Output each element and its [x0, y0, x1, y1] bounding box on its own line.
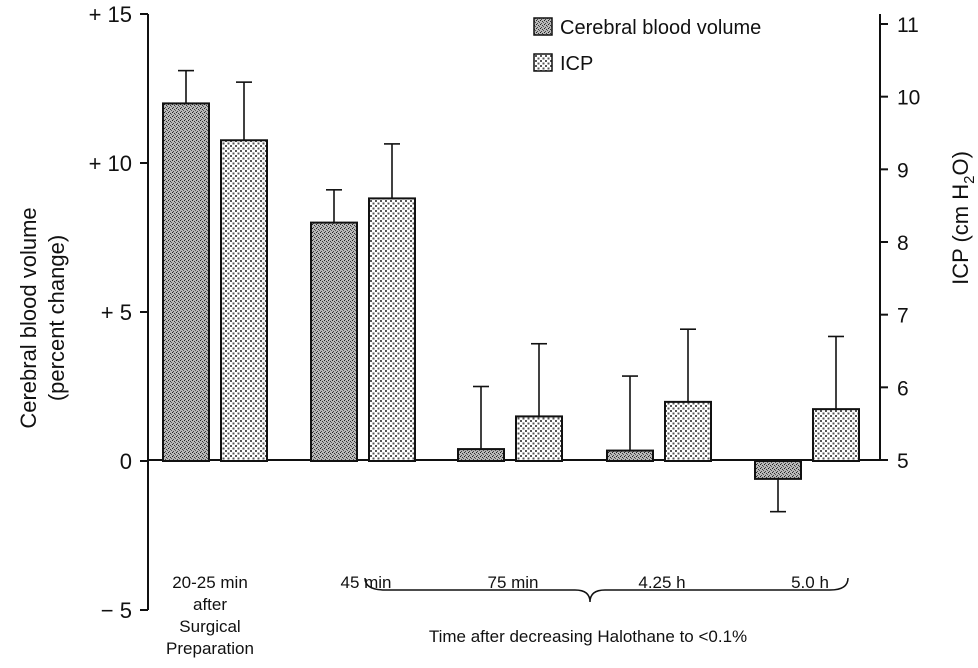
category-label: Preparation: [166, 639, 254, 658]
group-caption: Time after decreasing Halothane to <0.1%: [429, 627, 747, 646]
right-axis-ticks: 5 6 7 8 9 10 11: [880, 14, 920, 473]
cbv-bar: [754, 460, 802, 480]
cbv-bar: [457, 448, 505, 462]
icp-bar: [515, 415, 563, 462]
right-tick-label: 9: [897, 159, 909, 182]
right-tick-label: 5: [897, 450, 909, 473]
right-tick-label: 11: [897, 14, 919, 37]
right-tick-label: 8: [897, 232, 909, 255]
category-label: 75 min: [487, 573, 538, 592]
icp-bar: [664, 400, 712, 463]
category-label: 4.25 h: [638, 573, 685, 592]
cbv-bar: [310, 221, 358, 462]
legend-swatch-icp: [533, 53, 553, 72]
bars-group: [162, 69, 860, 513]
left-tick-label: + 10: [89, 151, 132, 176]
right-tick-label: 6: [897, 377, 909, 400]
group-bracket: Time after decreasing Halothane to <0.1%: [364, 577, 849, 646]
right-tick-label: 10: [897, 87, 920, 110]
left-axis-title-line2: (percent change): [44, 235, 69, 401]
icp-bar: [368, 197, 416, 462]
left-tick-label: + 15: [89, 2, 132, 27]
right-tick-label: 7: [897, 305, 909, 328]
right-axis-title: ICP (cm H2O): [948, 151, 978, 285]
icp-bar: [812, 408, 860, 462]
left-tick-label: + 5: [101, 300, 132, 325]
cbv-bar: [606, 449, 654, 463]
right-axis: 5 6 7 8 9 10 11 ICP (cm H2O): [879, 14, 978, 473]
cbv-bar: [162, 102, 210, 463]
left-tick-label: − 5: [101, 598, 132, 623]
left-tick-label: 0: [120, 449, 132, 474]
category-label: Surgical: [179, 617, 240, 636]
bracket-path: [364, 577, 849, 603]
legend: Cerebral blood volume ICP: [533, 17, 761, 75]
icp-bar: [220, 139, 268, 462]
legend-label-cbv: Cerebral blood volume: [560, 17, 761, 39]
legend-swatch-cbv: [533, 17, 553, 36]
left-axis-ticks: − 5 0 + 5 + 10 + 15: [89, 2, 148, 623]
category-label: 5.0 h: [791, 573, 829, 592]
legend-label-icp: ICP: [560, 53, 593, 75]
category-label: after: [193, 595, 227, 614]
left-axis: − 5 0 + 5 + 10 + 15 Cerebral blood volume (p…: [16, 2, 149, 623]
category-label: 20-25 min: [172, 573, 248, 592]
left-axis-title-line1: Cerebral blood volume: [16, 207, 41, 428]
